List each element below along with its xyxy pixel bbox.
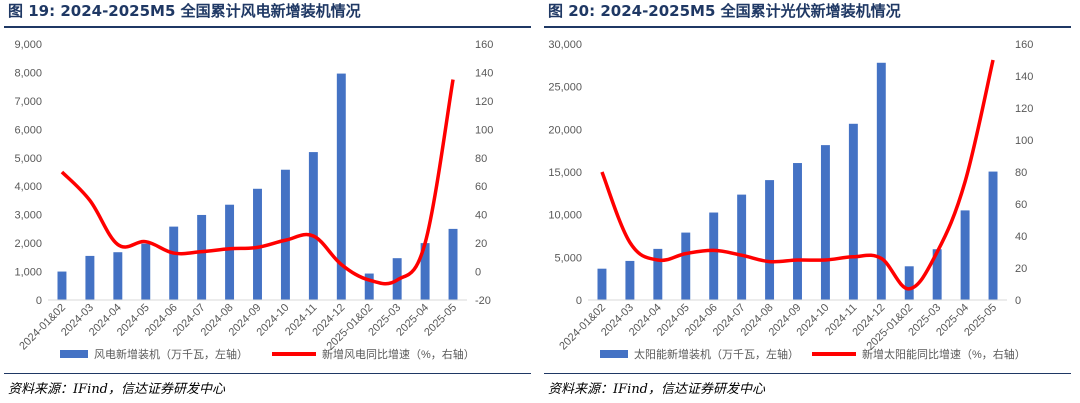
bar xyxy=(597,268,607,300)
y-left-tick-label: 6,000 xyxy=(14,124,42,136)
chart-panel-wind: 图 19: 2024-2025M5 全国累计风电新增装机情况 0 1,000 2,0… xyxy=(4,2,531,397)
y-left-tick-label: 1,000 xyxy=(14,267,42,279)
y-left-tick-label: 5,000 xyxy=(14,153,42,165)
bar xyxy=(280,169,290,300)
y-right-tick-label: 20 xyxy=(475,238,487,250)
y-left-tick-label: 25,000 xyxy=(548,82,582,94)
chart-title: 图 19: 2024-2025M5 全国累计风电新增装机情况 xyxy=(8,2,361,20)
chart-panel-solar: 图 20: 2024-2025M5 全国累计光伏新增装机情况 0 5,000 10,… xyxy=(540,0,1080,403)
y-left-tick-label: 15,000 xyxy=(548,167,582,179)
wind-chart-svg: 0 1,000 2,000 3,000 4,000 5,000 6,000 7,000 8,00… xyxy=(14,39,493,361)
bar xyxy=(960,210,970,300)
legend-label-line: 新增风电同比增速（%，右轴） xyxy=(322,347,475,361)
bar xyxy=(364,273,374,300)
bar xyxy=(253,188,262,300)
y-left-tick-label: 8,000 xyxy=(14,67,42,79)
bar xyxy=(820,145,830,300)
y-right-tick-label: 60 xyxy=(475,181,487,193)
bar xyxy=(336,73,346,301)
y-right-tick-label: 120 xyxy=(1015,103,1033,115)
y-left-tick-label: 30,000 xyxy=(548,39,582,51)
bar xyxy=(169,226,179,300)
y-left-tick-label: 4,000 xyxy=(14,181,42,193)
bar xyxy=(709,212,719,300)
title-divider xyxy=(4,26,531,28)
source-divider xyxy=(4,373,531,374)
y-left-tick-label: 3,000 xyxy=(14,210,42,222)
bar xyxy=(420,243,430,300)
y-right-tick-label: 120 xyxy=(475,96,493,108)
y-right-tick-label: 0 xyxy=(1015,295,1021,307)
y-right-tick-label: 160 xyxy=(475,39,493,51)
y-left-tick-label: 0 xyxy=(36,295,42,307)
bar xyxy=(653,248,663,300)
bar xyxy=(141,243,151,300)
bar xyxy=(737,194,747,300)
bar xyxy=(197,214,207,300)
x-tick-label: 2024-01&02 xyxy=(17,302,68,353)
y-left-tick-label: 20,000 xyxy=(548,124,582,136)
x-tick-label: 2024-01&02 xyxy=(557,302,608,353)
legend-label-bar: 风电新增装机（万千瓦，左轴） xyxy=(94,347,248,361)
y-left-tick-label: 7,000 xyxy=(14,96,42,108)
bar xyxy=(876,62,886,301)
bar xyxy=(765,180,775,300)
source-divider xyxy=(544,373,1071,374)
bar xyxy=(113,252,123,300)
y-right-tick-label: 80 xyxy=(475,153,487,165)
y-right-tick-label: 40 xyxy=(475,210,487,222)
bar xyxy=(85,255,95,300)
bar xyxy=(225,204,235,300)
y-right-tick-label: 60 xyxy=(1015,199,1027,211)
y-left-tick-label: 2,000 xyxy=(14,238,42,250)
title-divider xyxy=(544,26,1071,28)
solar-chart-svg: 0 5,000 10,000 15,000 20,000 25,000 30,000 0 20 4… xyxy=(548,39,1033,361)
bar xyxy=(448,228,458,300)
chart-source: 资料来源：IFind，信达证券研发中心 xyxy=(8,382,226,397)
y-right-tick-label: 100 xyxy=(1015,135,1033,147)
y-right-tick-label: 160 xyxy=(1015,39,1033,51)
y-right-tick-label: 100 xyxy=(475,124,493,136)
legend-swatch-bar xyxy=(60,350,88,358)
bar xyxy=(988,171,998,300)
y-right-tick-label: 40 xyxy=(1015,231,1027,243)
y-right-tick-label: -20 xyxy=(475,295,491,307)
chart-source: 资料来源：IFind，信达证券研发中心 xyxy=(548,382,766,397)
y-left-tick-label: 10,000 xyxy=(548,210,582,222)
bar xyxy=(904,266,914,300)
y-right-tick-label: 0 xyxy=(475,267,481,279)
legend-swatch-bar xyxy=(600,350,628,358)
chart-title: 图 20: 2024-2025M5 全国累计光伏新增装机情况 xyxy=(548,2,901,20)
y-right-tick-label: 20 xyxy=(1015,263,1027,275)
bar xyxy=(932,249,942,300)
legend-label-bar: 太阳能新增装机（万千瓦，左轴） xyxy=(634,347,799,361)
bar xyxy=(793,163,802,300)
y-right-tick-label: 80 xyxy=(1015,167,1027,179)
bar xyxy=(308,152,318,300)
y-right-tick-label: 140 xyxy=(1015,71,1033,83)
y-left-tick-label: 0 xyxy=(576,295,582,307)
y-left-tick-label: 9,000 xyxy=(14,39,42,51)
bar xyxy=(57,271,67,300)
y-right-tick-label: 140 xyxy=(475,67,493,79)
bar xyxy=(848,123,858,300)
bar xyxy=(681,232,691,300)
bar xyxy=(625,260,635,300)
legend-label-line: 新增太阳能同比增速（%，右轴） xyxy=(862,347,1026,361)
y-left-tick-label: 5,000 xyxy=(554,252,582,264)
